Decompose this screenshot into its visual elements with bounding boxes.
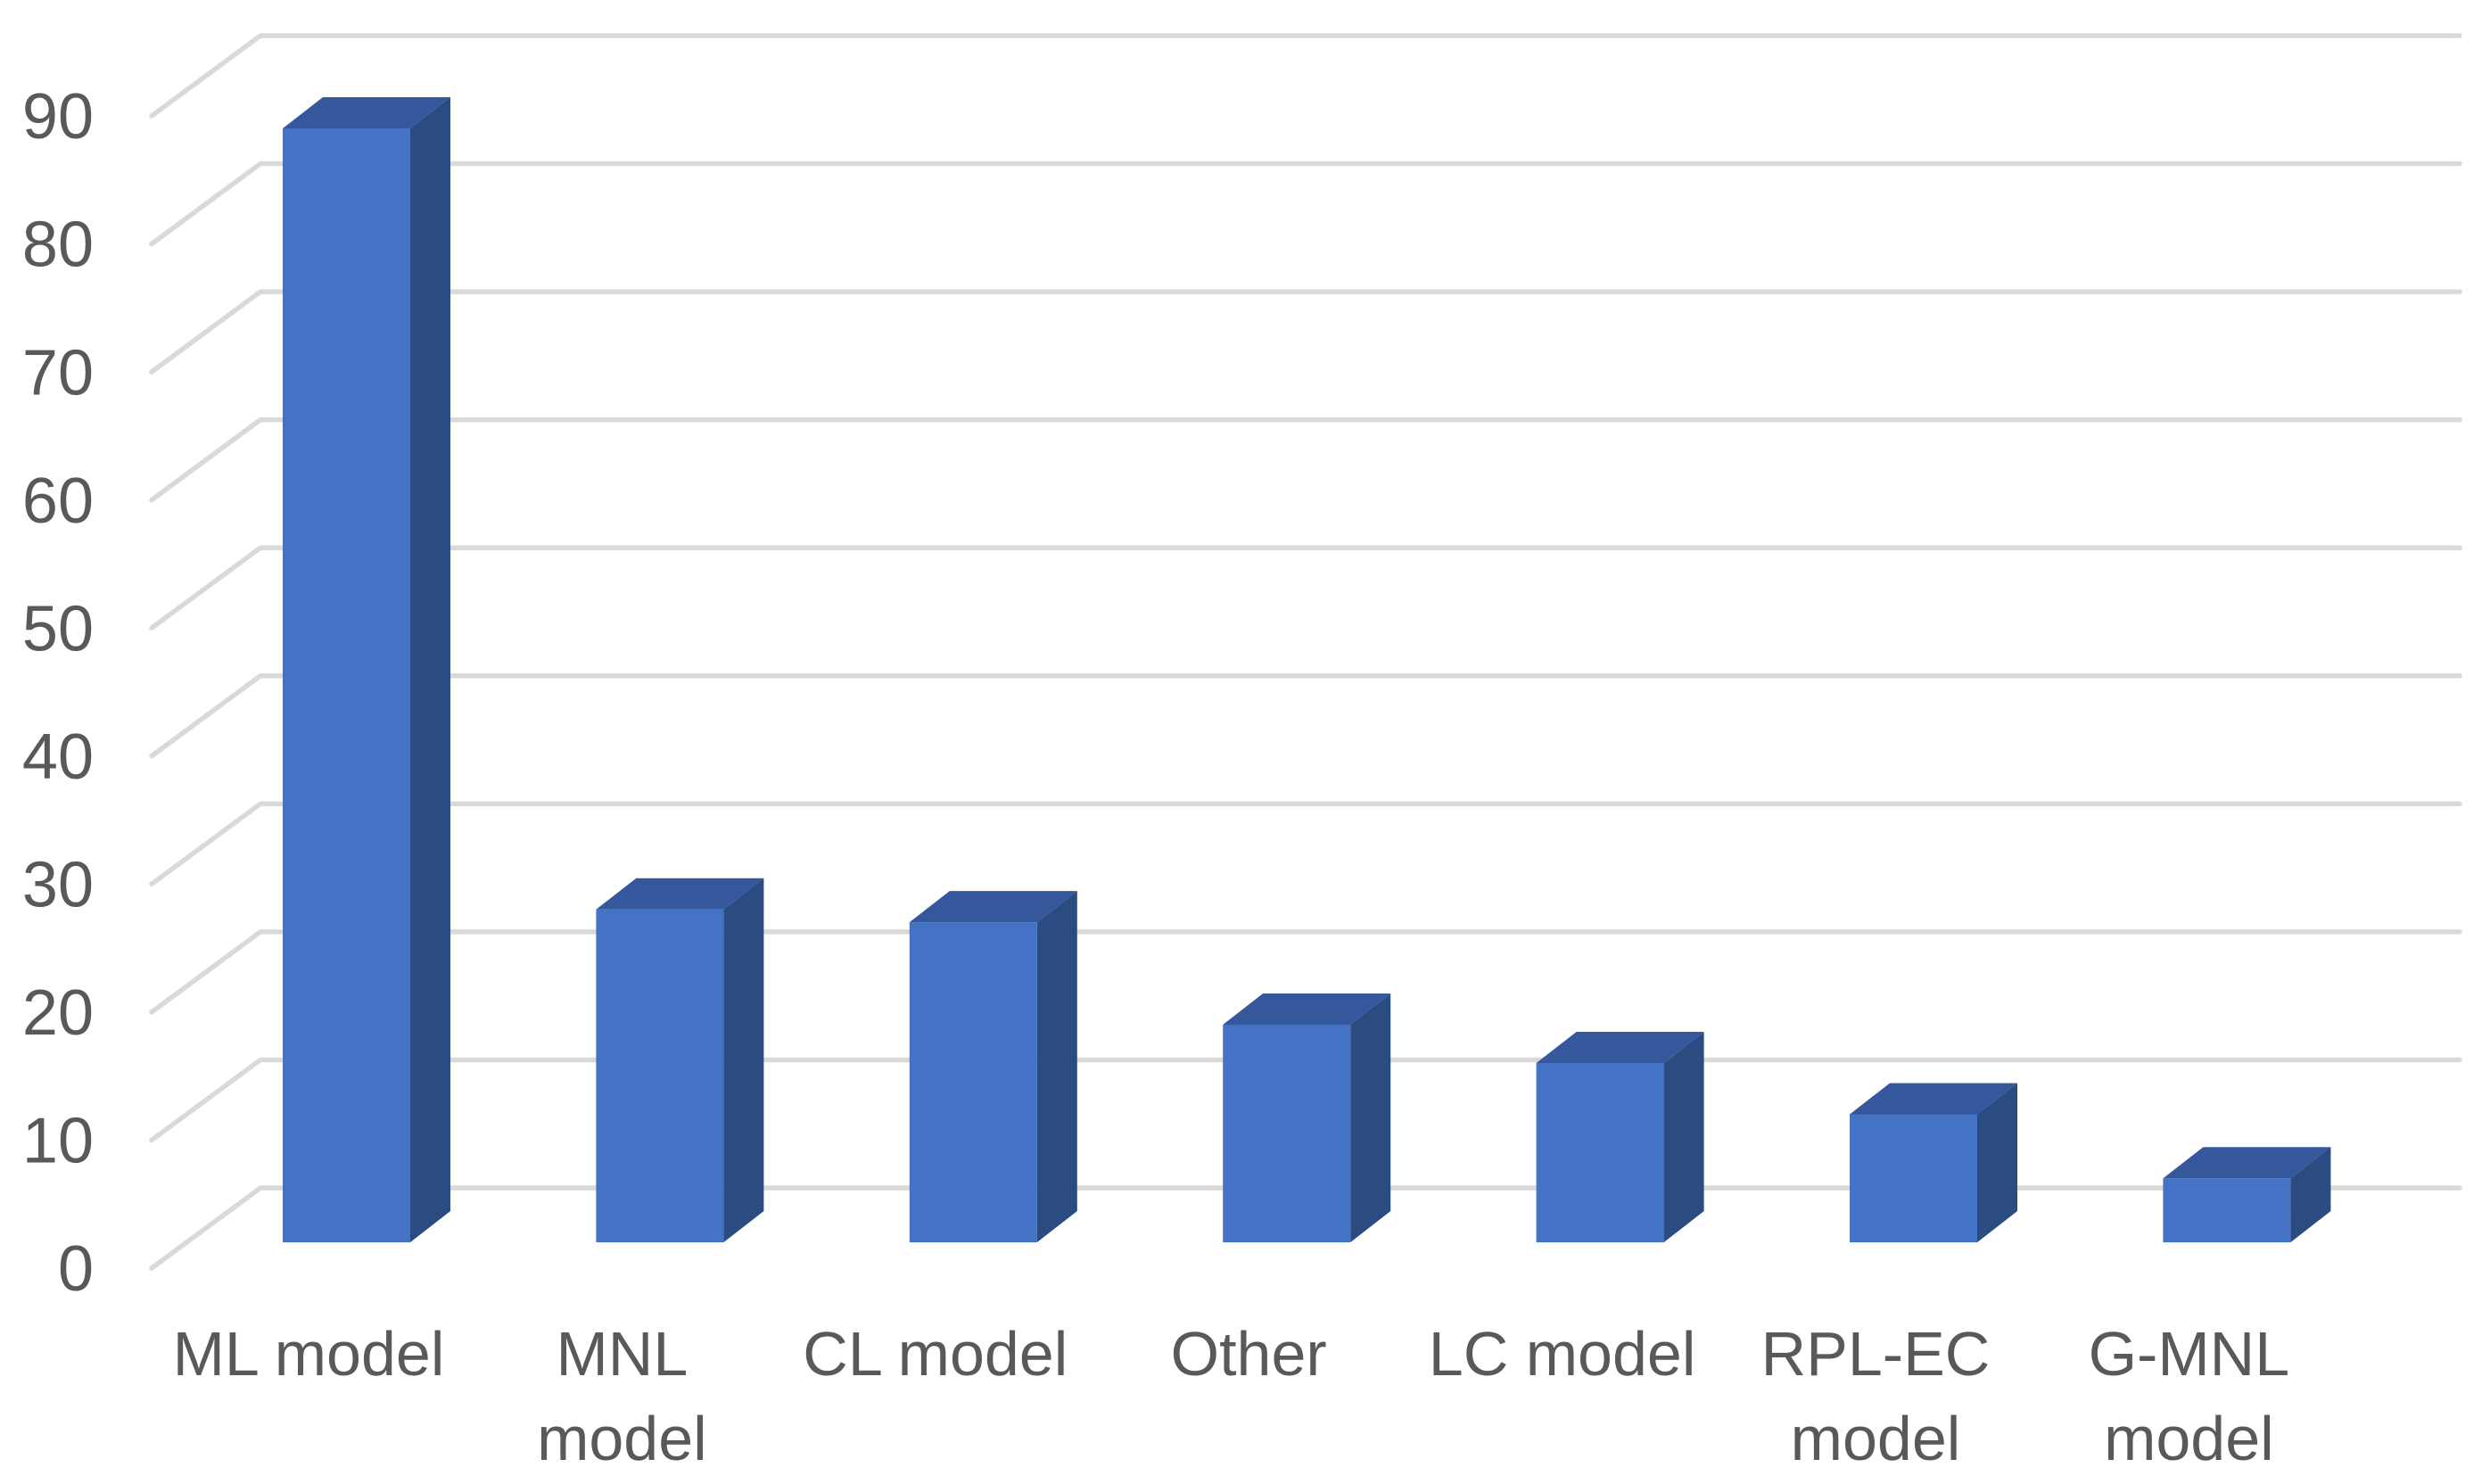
bar-front-face [283,128,410,1243]
x-category-label: CL model [803,1319,1068,1389]
bar-top-face [1850,1083,2017,1115]
y-axis-tick-label: 80 [22,210,94,281]
gridline [149,1185,2462,1271]
x-category-label-line: G-MNL [2089,1319,2290,1389]
bar-front-face [909,922,1037,1242]
y-axis-tick-label: 60 [22,466,94,537]
bar-RPL-EC model [1850,1083,2017,1242]
bar-CL model [909,891,1077,1242]
x-category-label: Other [1171,1319,1327,1389]
bar-top-face [1223,993,1391,1025]
y-axis-tick-label: 70 [22,337,94,408]
bar-side-face [723,878,764,1242]
gridline [149,289,2462,375]
x-category-label: MNL model [537,1319,707,1473]
bar-side-face [1663,1032,1704,1242]
bar-top-face [1536,1032,1704,1064]
x-category-label-line: MNL [557,1319,689,1389]
y-axis-tick-label: 30 [22,850,94,921]
x-category-label-line: model [2104,1404,2274,1473]
x-category-label-line: ML model [173,1319,445,1389]
bar-Other [1223,993,1391,1242]
bar-side-face [2290,1147,2331,1242]
bar-top-face [2163,1147,2331,1179]
gridline [149,929,2462,1015]
gridline [149,545,2462,631]
bar-side-face [1036,891,1077,1242]
x-axis-labels: ML model MNL model CL model Other LC model RPL… [173,1319,2290,1473]
bars-layer [283,97,2331,1243]
bar-front-face [1850,1114,1977,1242]
gridline [149,161,2462,247]
bar-front-face [596,909,724,1242]
x-category-label-line: Other [1171,1319,1327,1389]
x-category-label: ML model [173,1319,445,1389]
bar-side-face [1350,993,1391,1242]
gridline [149,801,2462,887]
bar-LC model [1536,1032,1704,1242]
bar-ML model [283,97,450,1243]
bar-top-face [596,878,764,910]
bar-top-face [283,97,450,129]
bar-front-face [2163,1178,2291,1242]
x-category-label-line: model [537,1404,707,1473]
y-axis-tick-label: 10 [22,1106,94,1177]
gridline [149,673,2462,759]
x-category-label: G-MNL model [2089,1319,2290,1473]
bar-front-face [1223,1024,1351,1242]
bar-front-face [1536,1063,1664,1242]
bar-MNL model [596,878,764,1242]
x-category-label-line: CL model [803,1319,1068,1389]
bar-G-MNL model [2163,1147,2331,1242]
bar-side-face [410,97,450,1243]
x-category-label: LC model [1429,1319,1696,1389]
x-category-label-line: model [1791,1404,1961,1473]
y-axis-tick-label: 40 [22,721,94,793]
x-category-label: RPL-EC model [1761,1319,1991,1473]
gridline [149,33,2462,119]
x-category-label-line: RPL-EC [1761,1319,1991,1389]
y-axis-tick-label: 90 [22,81,94,153]
gridline [149,1057,2462,1143]
gridlines-layer [149,33,2462,1271]
y-axis-labels: 0 10 20 30 40 50 60 70 80 90 [22,81,94,1305]
gridline [149,416,2462,503]
y-axis-tick-label: 20 [22,977,94,1049]
y-axis-tick-label: 50 [22,593,94,664]
x-category-label-line: LC model [1429,1319,1696,1389]
bar-top-face [909,891,1077,923]
bar-side-face [1977,1083,2017,1242]
y-axis-tick-label: 0 [58,1233,94,1305]
